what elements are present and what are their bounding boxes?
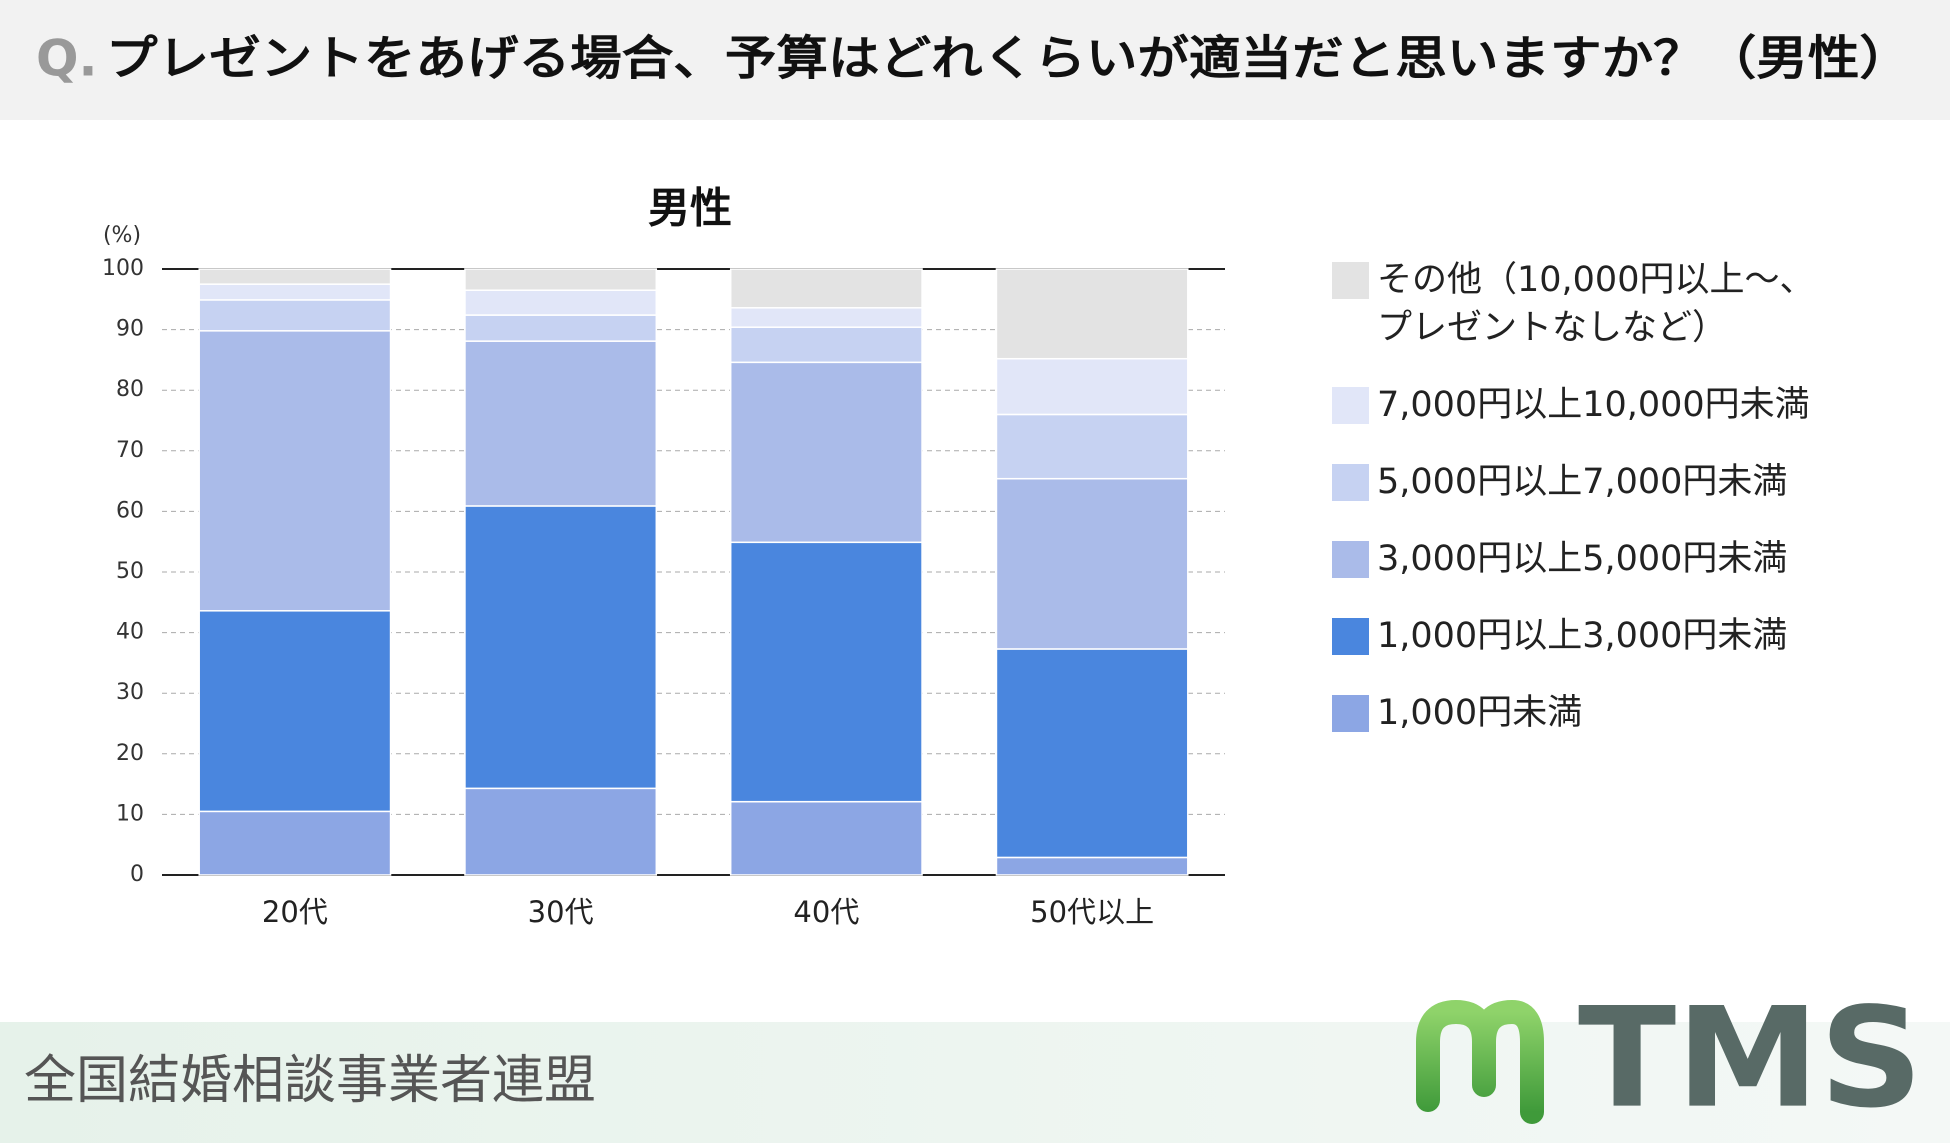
- legend-label: 3,000円以上5,000円未満: [1377, 539, 1788, 579]
- bar-segment: [464, 505, 658, 790]
- footer-band: [0, 1022, 1950, 1143]
- bar-segment: [464, 314, 658, 342]
- y-axis-label: (%): [103, 223, 141, 248]
- y-tick-label: 20: [116, 741, 144, 766]
- bar-segment: [995, 856, 1189, 876]
- y-tick-label: 50: [116, 559, 144, 584]
- bar-segment: [198, 330, 392, 612]
- bar-segment: [995, 357, 1189, 416]
- legend-item: 7,000円以上10,000円未満: [1332, 385, 1892, 429]
- bar-segment: [729, 800, 923, 876]
- bar-segment: [729, 541, 923, 803]
- x-tick-label: 20代: [262, 895, 328, 929]
- bar-segment: [995, 477, 1189, 650]
- bar-segment: [464, 289, 658, 316]
- y-tick-label: 40: [116, 620, 144, 645]
- legend-item: 3,000円以上5,000円未満: [1332, 539, 1892, 583]
- legend: その他（10,000円以上～、プレゼントなしなど） 7,000円以上10,000円…: [1332, 260, 1892, 772]
- logo-mark: [1416, 999, 1544, 1124]
- legend-swatch: [1332, 618, 1369, 655]
- legend-label: 5,000円以上7,000円未満: [1377, 462, 1788, 502]
- bar-segment: [464, 340, 658, 507]
- x-tick-label: 50代以上: [1030, 895, 1154, 929]
- y-tick-label: 100: [102, 256, 144, 281]
- header-band: [0, 0, 1950, 120]
- legend-swatch: [1332, 695, 1369, 732]
- legend-item: その他（10,000円以上～、プレゼントなしなど）: [1332, 260, 1892, 352]
- footer-org: 全国結婚相談事業者連盟: [24, 1051, 596, 1111]
- legend-swatch: [1332, 262, 1369, 299]
- legend-swatch: [1332, 387, 1369, 424]
- x-tick-label: 40代: [793, 895, 859, 929]
- bar-segment: [995, 413, 1189, 480]
- bar-segment: [198, 610, 392, 813]
- bar-segment: [729, 326, 923, 364]
- bar-segment: [464, 787, 658, 876]
- legend-item: 5,000円以上7,000円未満: [1332, 462, 1892, 506]
- y-tick-label: 70: [116, 438, 144, 463]
- legend-item: 1,000円以上3,000円未満: [1332, 616, 1892, 660]
- bar-segment: [464, 268, 658, 291]
- y-tick-label: 90: [116, 317, 144, 342]
- q-mark: Q.: [36, 30, 98, 88]
- bar-segment: [995, 268, 1189, 360]
- legend-swatch: [1332, 541, 1369, 578]
- page-title: プレゼントをあげる場合、予算はどれくらいが適当だと思いますか？（男性）: [106, 32, 1911, 87]
- bar-segment: [198, 299, 392, 332]
- legend-label: 1,000円未満: [1377, 693, 1583, 733]
- bar-segment: [729, 361, 923, 544]
- bar-segment: [729, 307, 923, 328]
- y-tick-label: 60: [116, 498, 144, 523]
- y-tick-label: 30: [116, 680, 144, 705]
- bar-segment: [198, 283, 392, 301]
- x-tick-label: 30代: [528, 895, 594, 929]
- logo-text: TMS: [1578, 978, 1923, 1139]
- bar-segment: [729, 268, 923, 309]
- legend-label: 7,000円以上10,000円未満: [1377, 385, 1810, 425]
- y-tick-label: 0: [130, 862, 144, 887]
- chart-title: 男性: [648, 184, 732, 233]
- bar-segment: [198, 268, 392, 285]
- legend-label: その他（10,000円以上～、プレゼントなしなど）: [1377, 260, 1815, 348]
- bar-segment: [995, 648, 1189, 859]
- legend-item: 1,000円未満: [1332, 693, 1892, 737]
- legend-label: 1,000円以上3,000円未満: [1377, 616, 1788, 656]
- legend-swatch: [1332, 464, 1369, 501]
- y-tick-label: 80: [116, 377, 144, 402]
- y-tick-label: 10: [116, 801, 144, 826]
- bar-segment: [198, 810, 392, 876]
